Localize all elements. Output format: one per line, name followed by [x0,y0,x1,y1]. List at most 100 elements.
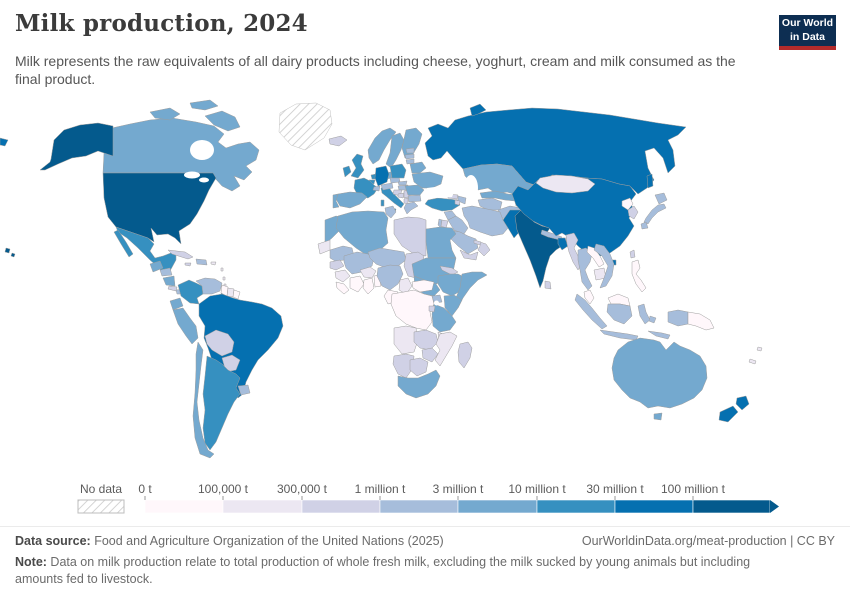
country-lesser-antilles[interactable] [220,267,224,272]
owid-logo[interactable]: Our World in Data [779,15,836,50]
country-malaysia[interactable] [583,289,595,305]
country-united-kingdom[interactable] [350,153,365,179]
legend-bin-3[interactable] [379,499,459,514]
country-mongolia[interactable] [535,174,596,194]
legend-no-data-swatch[interactable] [77,499,125,514]
owid-link[interactable]: OurWorldinData.org/meat-production | CC … [581,534,835,548]
country-italy[interactable] [380,185,405,209]
country-nigeria[interactable] [376,264,404,291]
country-taiwan[interactable] [629,249,636,259]
country-yemen[interactable] [459,249,479,261]
country-papua-new-guinea[interactable] [687,311,715,331]
country-argentina[interactable] [202,355,241,451]
country-brazil[interactable] [198,293,284,399]
country-italy[interactable] [380,199,385,207]
country-zimbabwe[interactable] [421,347,439,363]
country-united-states[interactable] [39,122,114,171]
legend-bin-4[interactable] [457,499,538,514]
legend-bin-6[interactable] [614,499,694,514]
country-indonesia[interactable] [606,303,633,325]
country-bulgaria[interactable] [407,194,422,203]
country-ireland[interactable] [342,165,352,178]
country-belarus[interactable] [409,161,427,174]
country-russia[interactable] [646,173,654,189]
country-greenland[interactable] [278,102,333,151]
country-lithuania[interactable] [405,158,415,165]
country-honduras[interactable] [159,267,173,277]
country-oman[interactable] [477,241,491,257]
country-senegal[interactable] [329,259,345,271]
country-guatemala[interactable] [149,260,164,273]
country-north-korea[interactable] [621,197,634,211]
country-russia[interactable] [469,103,487,117]
country-ghana[interactable] [362,277,375,295]
country-colombia[interactable] [177,279,204,305]
country-latvia[interactable] [404,153,415,160]
country-libya[interactable] [393,216,427,257]
country-angola[interactable] [393,325,419,355]
country-mozambique[interactable] [434,331,458,367]
country-romania[interactable] [404,184,425,196]
country-central-african-republic[interactable] [411,279,435,293]
country-burkina-faso[interactable] [359,266,377,279]
country-nicaragua[interactable] [162,275,176,287]
country-norway[interactable] [367,127,397,165]
country-zambia[interactable] [413,329,439,351]
country-azerbaijan[interactable] [457,195,467,205]
country-austria[interactable] [380,182,394,191]
country-ivory-coast[interactable] [349,275,365,293]
country-niger[interactable] [367,247,407,269]
country-venezuela[interactable] [195,277,223,295]
country-uae[interactable] [473,239,482,246]
country-sierra-leone-liberia[interactable] [335,281,350,295]
country-kenya[interactable] [443,294,463,317]
country-united-states[interactable] [10,252,16,258]
country-australia[interactable] [611,337,708,409]
country-canada[interactable] [204,110,241,132]
country-germany[interactable] [374,165,390,187]
country-new-zealand[interactable] [718,405,739,423]
legend-bin-2[interactable] [301,499,381,514]
legend-bin-7[interactable] [692,499,771,514]
country-vietnam[interactable] [593,243,615,289]
country-somalia[interactable] [454,271,488,309]
country-madagascar[interactable] [457,341,473,369]
country-rwanda-burundi[interactable] [428,305,436,313]
country-japan[interactable] [640,221,649,230]
country-cameroon[interactable] [398,277,413,295]
country-indonesia[interactable] [647,330,671,340]
country-jordan[interactable] [440,219,449,229]
map-legend[interactable]: No data 0 t 100,000 t 300,000 t 1 million t 3… [0,477,850,523]
country-ukraine[interactable] [411,171,444,189]
country-shapes[interactable] [0,99,763,459]
country-albania[interactable] [403,197,409,205]
country-indonesia[interactable] [667,309,689,327]
country-sri-lanka[interactable] [544,280,552,290]
country-uganda[interactable] [431,294,443,304]
country-costa-rica[interactable] [167,285,178,292]
country-eritrea[interactable] [439,265,459,276]
country-bolivia[interactable] [204,329,235,357]
country-new-caledonia[interactable] [748,358,757,365]
country-poland[interactable] [389,163,407,179]
legend-bin-0[interactable] [144,499,224,514]
country-namibia[interactable] [392,353,415,379]
country-indonesia[interactable] [599,329,639,341]
country-indonesia[interactable] [648,315,657,324]
legend-bin-5[interactable] [536,499,616,514]
legend-bin-1[interactable] [222,499,303,514]
country-tunisia[interactable] [384,205,397,219]
country-cuba[interactable] [167,249,194,260]
country-russia[interactable] [0,137,9,147]
country-peru[interactable] [172,307,199,345]
country-egypt[interactable] [425,226,457,259]
country-sweden[interactable] [385,132,405,169]
country-uruguay[interactable] [237,384,251,396]
country-japan[interactable] [654,192,668,205]
country-bangladesh[interactable] [557,237,569,251]
country-australia[interactable] [653,412,663,421]
country-guinea[interactable] [334,269,351,283]
country-puerto-rico[interactable] [210,261,217,266]
country-philippines[interactable] [631,259,647,293]
country-fiji[interactable] [756,346,763,352]
